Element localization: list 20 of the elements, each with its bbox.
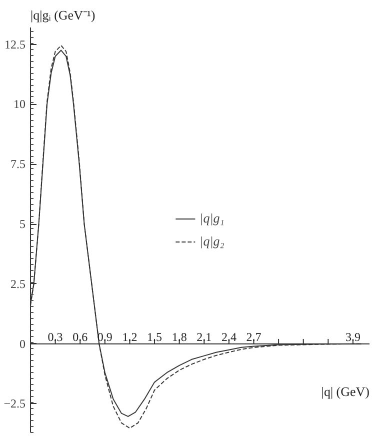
legend-label: |q|g₁: [200, 210, 224, 226]
y-tick-label: 5: [20, 217, 26, 232]
y-tick-label: 12.5: [4, 37, 26, 52]
x-tick-label: 2.4: [221, 330, 236, 344]
y-tick-label: 7.5: [10, 157, 26, 172]
x-tick-label: 1.2: [122, 330, 138, 344]
x-tick-label: 0.3: [48, 330, 63, 344]
legend-label: |q|g₂: [200, 233, 224, 249]
y-tick-label: 0: [20, 336, 26, 351]
x-tick-label: 1.5: [147, 330, 162, 344]
x-tick-label: 1.8: [172, 330, 187, 344]
y-axis-title: |q|gᵢ (GeV⁻¹): [30, 8, 96, 22]
x-tick-label: 0.6: [72, 330, 88, 344]
x-tick-label: 3.9: [345, 330, 360, 344]
y-tick-label: 2.5: [10, 276, 26, 291]
x-axis-title: |q| (GeV): [321, 384, 370, 399]
y-tick-label: −2.5: [4, 396, 26, 411]
x-tick-label: 2.1: [196, 330, 212, 344]
y-tick-label: 10: [14, 97, 26, 112]
x-tick-label: 2.7: [246, 330, 262, 344]
